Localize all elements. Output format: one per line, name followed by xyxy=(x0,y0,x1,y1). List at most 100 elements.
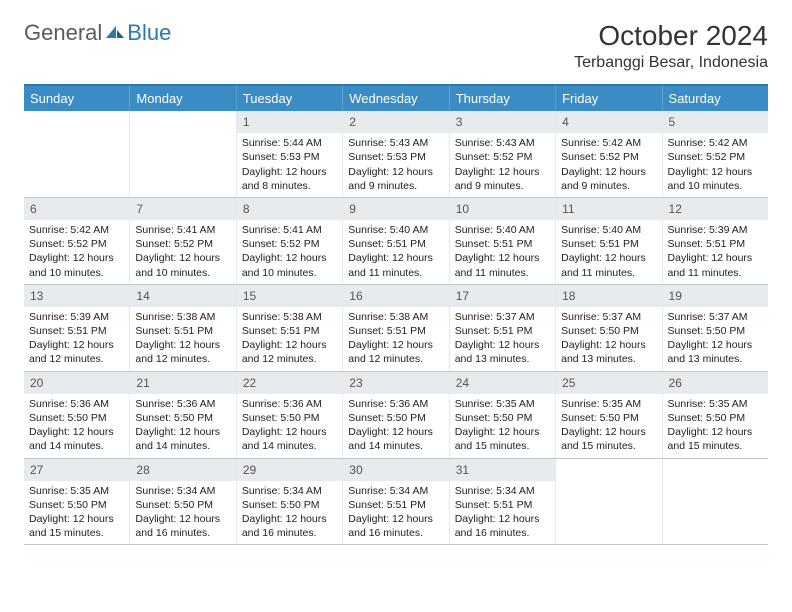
day-header: Sunday xyxy=(24,86,130,111)
sunset-line: Sunset: 5:51 PM xyxy=(135,324,230,338)
sunset-line: Sunset: 5:50 PM xyxy=(561,411,656,425)
day-cell: 27Sunrise: 5:35 AMSunset: 5:50 PMDayligh… xyxy=(24,459,130,545)
daylight-line: Daylight: 12 hours and 15 minutes. xyxy=(29,512,124,540)
day-body: Sunrise: 5:43 AMSunset: 5:53 PMDaylight:… xyxy=(343,133,448,197)
sunrise-line: Sunrise: 5:36 AM xyxy=(348,397,443,411)
sunrise-line: Sunrise: 5:34 AM xyxy=(348,484,443,498)
sunset-line: Sunset: 5:50 PM xyxy=(455,411,550,425)
day-body: Sunrise: 5:34 AMSunset: 5:51 PMDaylight:… xyxy=(450,481,555,545)
week-row: 27Sunrise: 5:35 AMSunset: 5:50 PMDayligh… xyxy=(24,459,768,546)
day-header: Saturday xyxy=(663,86,768,111)
day-body: Sunrise: 5:35 AMSunset: 5:50 PMDaylight:… xyxy=(556,394,661,458)
sunset-line: Sunset: 5:53 PM xyxy=(242,150,337,164)
day-number: 17 xyxy=(450,285,555,307)
day-cell: 17Sunrise: 5:37 AMSunset: 5:51 PMDayligh… xyxy=(450,285,556,371)
day-body: Sunrise: 5:38 AMSunset: 5:51 PMDaylight:… xyxy=(130,307,235,371)
sunrise-line: Sunrise: 5:40 AM xyxy=(455,223,550,237)
day-number: 23 xyxy=(343,372,448,394)
day-number: 30 xyxy=(343,459,448,481)
daylight-line: Daylight: 12 hours and 15 minutes. xyxy=(561,425,656,453)
sunrise-line: Sunrise: 5:42 AM xyxy=(29,223,124,237)
sunrise-line: Sunrise: 5:41 AM xyxy=(135,223,230,237)
daylight-line: Daylight: 12 hours and 13 minutes. xyxy=(455,338,550,366)
sunset-line: Sunset: 5:50 PM xyxy=(135,498,230,512)
day-body: Sunrise: 5:37 AMSunset: 5:50 PMDaylight:… xyxy=(556,307,661,371)
day-cell: 21Sunrise: 5:36 AMSunset: 5:50 PMDayligh… xyxy=(130,372,236,458)
sunset-line: Sunset: 5:50 PM xyxy=(561,324,656,338)
sunset-line: Sunset: 5:52 PM xyxy=(561,150,656,164)
daylight-line: Daylight: 12 hours and 11 minutes. xyxy=(561,251,656,279)
day-number: 10 xyxy=(450,198,555,220)
day-body: Sunrise: 5:41 AMSunset: 5:52 PMDaylight:… xyxy=(237,220,342,284)
sunrise-line: Sunrise: 5:38 AM xyxy=(348,310,443,324)
daylight-line: Daylight: 12 hours and 11 minutes. xyxy=(668,251,763,279)
day-body: Sunrise: 5:36 AMSunset: 5:50 PMDaylight:… xyxy=(130,394,235,458)
sunset-line: Sunset: 5:51 PM xyxy=(348,324,443,338)
week-row: 6Sunrise: 5:42 AMSunset: 5:52 PMDaylight… xyxy=(24,198,768,285)
day-number: 6 xyxy=(24,198,129,220)
sunrise-line: Sunrise: 5:36 AM xyxy=(242,397,337,411)
day-number: 13 xyxy=(24,285,129,307)
day-cell: 13 Sunrise: 5:39 AMSunset: 5:51 PMDayligh… xyxy=(24,285,130,371)
week-row: 20Sunrise: 5:36 AMSunset: 5:50 PMDayligh… xyxy=(24,372,768,459)
sunrise-line: Sunrise: 5:39 AM xyxy=(668,223,763,237)
day-number: 5 xyxy=(663,111,768,133)
sunset-line: Sunset: 5:51 PM xyxy=(668,237,763,251)
day-number: 1 xyxy=(237,111,342,133)
sunset-line: Sunset: 5:50 PM xyxy=(668,411,763,425)
sunrise-line: Sunrise: 5:34 AM xyxy=(135,484,230,498)
logo-sail-icon xyxy=(105,20,125,46)
daylight-line: Daylight: 12 hours and 14 minutes. xyxy=(242,425,337,453)
day-cell: 14Sunrise: 5:38 AMSunset: 5:51 PMDayligh… xyxy=(130,285,236,371)
day-cell: 2Sunrise: 5:43 AMSunset: 5:53 PMDaylight… xyxy=(343,111,449,197)
day-number: 27 xyxy=(24,459,129,481)
day-number: 29 xyxy=(237,459,342,481)
day-number: 28 xyxy=(130,459,235,481)
day-cell: 7Sunrise: 5:41 AMSunset: 5:52 PMDaylight… xyxy=(130,198,236,284)
day-number: 4 xyxy=(556,111,661,133)
day-number: 31 xyxy=(450,459,555,481)
sunset-line: Sunset: 5:51 PM xyxy=(29,324,124,338)
day-body: Sunrise: 5:34 AMSunset: 5:50 PMDaylight:… xyxy=(237,481,342,545)
daylight-line: Daylight: 12 hours and 11 minutes. xyxy=(455,251,550,279)
day-cell: . xyxy=(663,459,768,545)
sunrise-line: Sunrise: 5:37 AM xyxy=(668,310,763,324)
day-cell: 4Sunrise: 5:42 AMSunset: 5:52 PMDaylight… xyxy=(556,111,662,197)
sunrise-line: Sunrise: 5:43 AM xyxy=(348,136,443,150)
sunset-line: Sunset: 5:50 PM xyxy=(29,411,124,425)
day-number: 3 xyxy=(450,111,555,133)
daylight-line: Daylight: 12 hours and 16 minutes. xyxy=(242,512,337,540)
sunrise-line: Sunrise: 5:42 AM xyxy=(668,136,763,150)
day-cell: 11Sunrise: 5:40 AMSunset: 5:51 PMDayligh… xyxy=(556,198,662,284)
daylight-line: Daylight: 12 hours and 14 minutes. xyxy=(135,425,230,453)
sunset-line: Sunset: 5:51 PM xyxy=(348,498,443,512)
day-number: 20 xyxy=(24,372,129,394)
day-body: Sunrise: 5:38 AMSunset: 5:51 PMDaylight:… xyxy=(343,307,448,371)
daylight-line: Daylight: 12 hours and 16 minutes. xyxy=(455,512,550,540)
day-cell: 10Sunrise: 5:40 AMSunset: 5:51 PMDayligh… xyxy=(450,198,556,284)
daylight-line: Daylight: 12 hours and 11 minutes. xyxy=(348,251,443,279)
header: General Blue October 2024 Terbanggi Besa… xyxy=(24,20,768,72)
daylight-line: Daylight: 12 hours and 12 minutes. xyxy=(29,338,124,366)
day-cell: 18Sunrise: 5:37 AMSunset: 5:50 PMDayligh… xyxy=(556,285,662,371)
day-cell: 12Sunrise: 5:39 AMSunset: 5:51 PMDayligh… xyxy=(663,198,768,284)
day-body: Sunrise: 5:40 AMSunset: 5:51 PMDaylight:… xyxy=(343,220,448,284)
day-number: 25 xyxy=(556,372,661,394)
day-cell: 30Sunrise: 5:34 AMSunset: 5:51 PMDayligh… xyxy=(343,459,449,545)
daylight-line: Daylight: 12 hours and 10 minutes. xyxy=(668,165,763,193)
day-cell: 16Sunrise: 5:38 AMSunset: 5:51 PMDayligh… xyxy=(343,285,449,371)
day-body: Sunrise: 5:34 AMSunset: 5:50 PMDaylight:… xyxy=(130,481,235,545)
day-body: Sunrise: 5:35 AMSunset: 5:50 PMDaylight:… xyxy=(450,394,555,458)
sunset-line: Sunset: 5:51 PM xyxy=(242,324,337,338)
day-body: Sunrise: 5:40 AMSunset: 5:51 PMDaylight:… xyxy=(556,220,661,284)
day-body: Sunrise: 5:34 AMSunset: 5:51 PMDaylight:… xyxy=(343,481,448,545)
sunrise-line: Sunrise: 5:39 AM xyxy=(29,310,124,324)
day-number: 7 xyxy=(130,198,235,220)
daylight-line: Daylight: 12 hours and 14 minutes. xyxy=(348,425,443,453)
day-number: 11 xyxy=(556,198,661,220)
day-cell: 9Sunrise: 5:40 AMSunset: 5:51 PMDaylight… xyxy=(343,198,449,284)
sunrise-line: Sunrise: 5:43 AM xyxy=(455,136,550,150)
day-body: Sunrise: 5:42 AMSunset: 5:52 PMDaylight:… xyxy=(556,133,661,197)
day-cell: . xyxy=(556,459,662,545)
daylight-line: Daylight: 12 hours and 12 minutes. xyxy=(135,338,230,366)
